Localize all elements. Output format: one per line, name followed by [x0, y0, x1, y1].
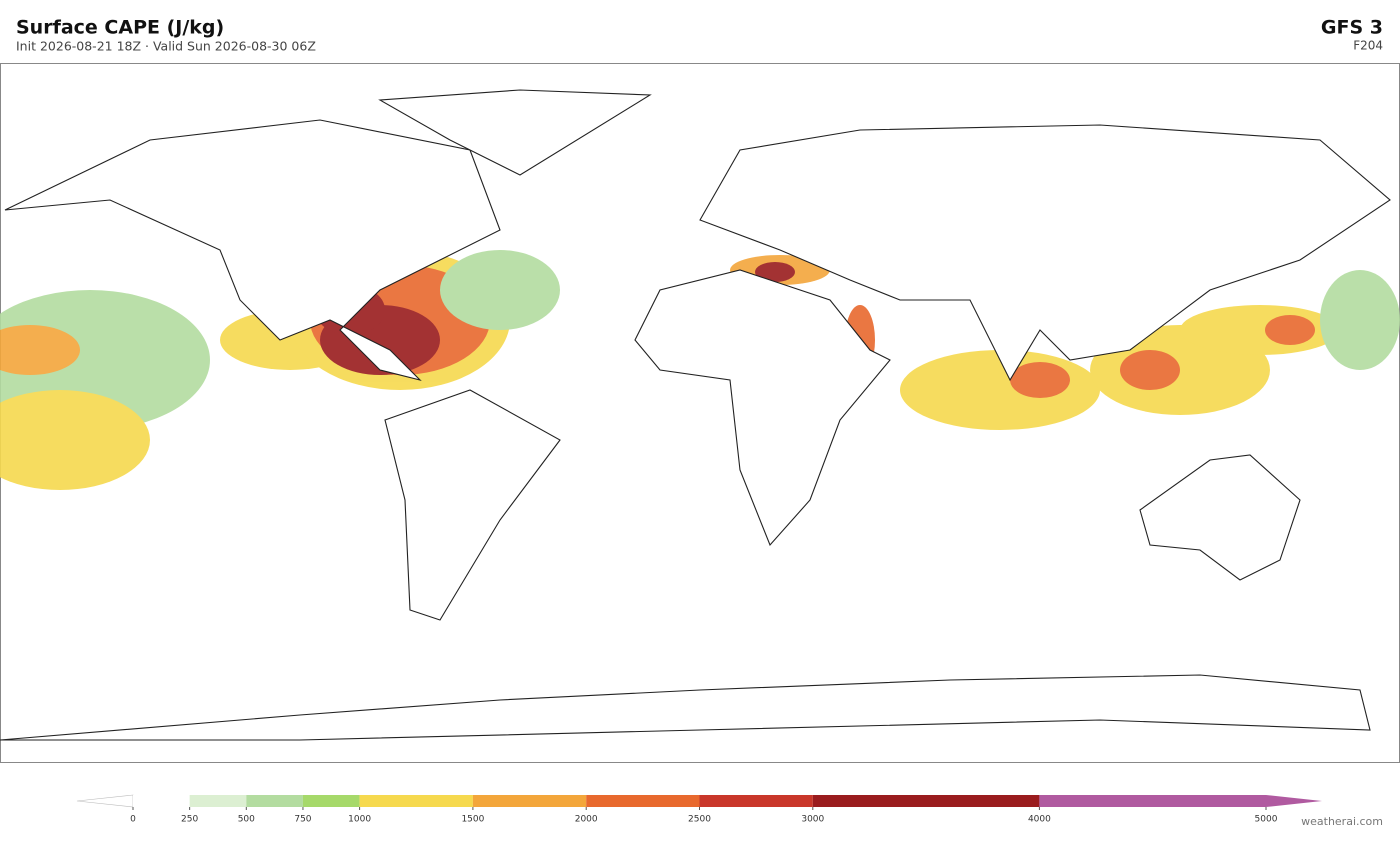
colorbar-tick-label: 1000	[348, 815, 371, 825]
colorbar-under	[76, 794, 134, 808]
colorbar-tick-label: 250	[181, 815, 198, 825]
colorbar-bin	[302, 795, 360, 807]
colorbar-tick-label: 0	[130, 815, 136, 825]
colorbar-tick-label: 1500	[461, 815, 484, 825]
colorbar-over	[1266, 795, 1322, 807]
colorbar-tick-label: 750	[294, 815, 311, 825]
colorbar-bin	[472, 795, 587, 807]
colorbar-bin	[189, 795, 247, 807]
map	[0, 63, 1400, 763]
colorbar-tick-label: 2000	[575, 815, 598, 825]
colorbar-tick-label: 5000	[1255, 815, 1278, 825]
colorbar-bin	[246, 795, 303, 807]
colorbar-bin	[133, 795, 190, 807]
model-name: GFS 3	[1321, 17, 1383, 39]
colorbar-bin	[699, 795, 813, 807]
coastlines	[0, 89, 1391, 741]
colorbar-tick-label: 3000	[801, 815, 824, 825]
colorbar-bin	[812, 795, 1040, 807]
colorbar-bin	[586, 795, 700, 807]
colorbar-bin	[1039, 795, 1266, 807]
colorbar-tick-label: 2500	[688, 815, 711, 825]
colorbar-bin	[359, 795, 473, 807]
subtitle: Init 2026-08-21 18Z · Valid Sun 2026-08-…	[16, 39, 316, 54]
forecast-hour: F204	[1353, 39, 1383, 53]
colorbar-tick-label: 4000	[1028, 815, 1051, 825]
title: Surface CAPE (J/kg)	[16, 17, 224, 39]
credit: weatherai.com	[1301, 815, 1383, 828]
colorbar: 0 250 500 750 1000 1500 2000 2500 3000 4000 5000	[76, 794, 1322, 825]
colorbar-tick-label: 500	[238, 815, 255, 825]
